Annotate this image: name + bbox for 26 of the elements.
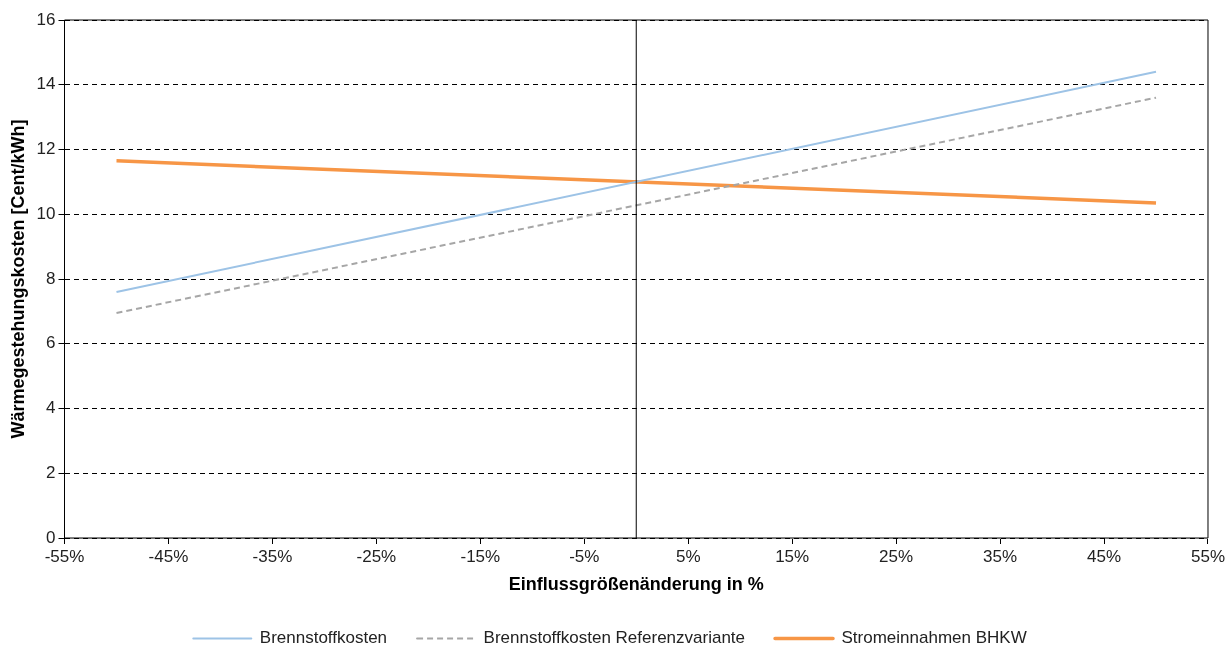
x-tick-label: 25%	[879, 546, 914, 566]
y-tick-label: 6	[46, 333, 56, 353]
y-axis-title: Wärmegestehungskosten [Cent/kWh]	[7, 119, 28, 439]
x-tick-label: 35%	[983, 546, 1018, 566]
y-tick-label: 14	[36, 74, 56, 94]
x-tick-label: -25%	[356, 546, 397, 566]
y-tick-label: 8	[46, 268, 56, 288]
x-tick-label: -5%	[569, 546, 600, 566]
legend-label: Stromeinnahmen BHKW	[841, 628, 1027, 648]
x-tick-label: -15%	[460, 546, 501, 566]
x-axis-title: Einflussgrößenänderung in %	[508, 574, 764, 595]
y-tick-label: 0	[46, 527, 56, 547]
x-tick-label: 15%	[775, 546, 810, 566]
y-tick-label: 4	[46, 398, 56, 418]
y-tick-label: 2	[46, 462, 56, 482]
y-tick-label: 10	[36, 203, 56, 223]
x-tick-label: -45%	[148, 546, 189, 566]
y-tick-label: 12	[36, 139, 56, 159]
x-tick-label: 45%	[1087, 546, 1122, 566]
legend-label: Brennstoffkosten Referenzvariante	[483, 628, 746, 648]
x-tick-label: 55%	[1190, 546, 1225, 566]
x-tick-label: 5%	[675, 546, 701, 566]
x-tick-label: -55%	[44, 546, 85, 566]
y-tick-label: 16	[36, 9, 56, 29]
legend-label: Brennstoffkosten	[259, 628, 388, 648]
x-tick-label: -35%	[252, 546, 293, 566]
